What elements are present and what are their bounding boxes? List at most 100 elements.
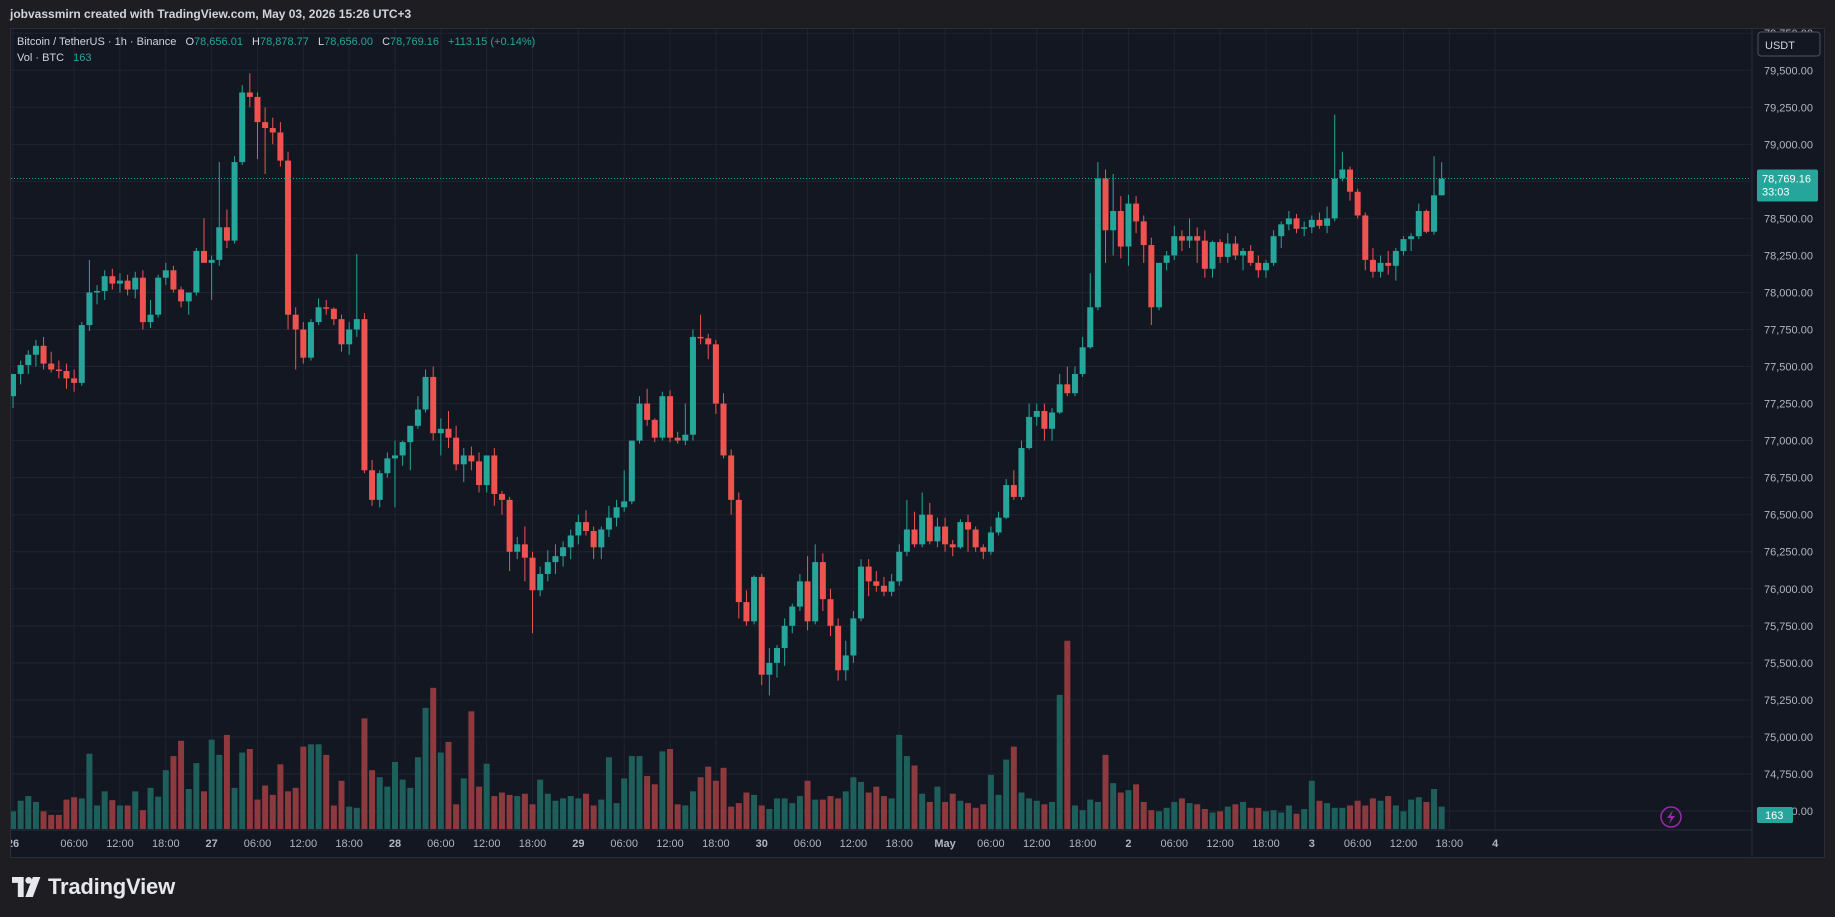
candle-body [330, 308, 337, 320]
volume-bar [560, 798, 567, 829]
candle-body [735, 499, 742, 603]
volume-bar [94, 805, 101, 829]
lightning-icon[interactable] [1660, 806, 1682, 828]
candle-body [720, 403, 727, 456]
volume-bar [78, 798, 85, 829]
price-tick-label: 77,500.00 [1764, 362, 1813, 374]
volume-bar [1125, 790, 1132, 829]
time-tick-label: 18:00 [1436, 838, 1464, 850]
volume-bar [399, 779, 406, 829]
volume-bar [262, 785, 269, 829]
volume-bar [246, 749, 253, 829]
candle-body [965, 522, 971, 530]
volume-bar [498, 792, 505, 829]
candle-body [1293, 218, 1300, 229]
time-tick-label: 06:00 [427, 838, 455, 850]
branding-bar: TradingView [0, 858, 1835, 917]
volume-bar [1232, 804, 1239, 829]
time-tick-label: 06:00 [1161, 838, 1189, 850]
candle-body [1278, 224, 1285, 237]
candle-body [987, 532, 994, 552]
volume-bar [972, 807, 979, 829]
time-tick-label: 06:00 [977, 838, 1005, 850]
volume-bar [552, 800, 559, 829]
currency-label: USDT [1765, 40, 1795, 52]
chart-frame[interactable]: 74,500.0074,750.0075,000.0075,250.0075,5… [7, 28, 1825, 858]
candle-body [1392, 251, 1399, 266]
candle-body [25, 354, 32, 366]
candle-body [1331, 178, 1338, 219]
volume-bar [1270, 810, 1277, 829]
volume-bar [644, 776, 651, 829]
time-tick-label: 27 [206, 838, 218, 850]
volume-bar [185, 789, 192, 829]
lightning-bolt-icon [1667, 810, 1675, 824]
candle-body [789, 606, 796, 626]
candle-body [1339, 169, 1346, 179]
volume-bar [919, 793, 926, 829]
candle-body [858, 566, 865, 619]
volume-bar [1301, 809, 1308, 829]
volume-bar [109, 800, 116, 829]
volume-bar [1385, 796, 1392, 829]
candle-body [491, 455, 498, 494]
price-tick-label: 75,250.00 [1764, 695, 1813, 707]
volume-bar [384, 786, 391, 829]
candle-body [766, 662, 773, 675]
price-axis[interactable]: 74,500.0074,750.0075,000.0075,250.0075,5… [1751, 28, 1813, 857]
volume-bar [1247, 807, 1254, 829]
candle-body [269, 128, 276, 133]
candle-body [1186, 236, 1193, 241]
candle-body [1354, 191, 1361, 216]
candle-body [277, 132, 284, 161]
volume-bar [1194, 804, 1201, 829]
volume-bar [48, 814, 55, 829]
candle-body [1415, 211, 1422, 237]
volume-bar [812, 799, 819, 829]
volume-bar [1339, 807, 1346, 829]
volume-bar [1140, 801, 1147, 829]
volume-bar [376, 777, 383, 829]
candle-body [521, 544, 528, 558]
tradingview-wordmark: TradingView [48, 874, 175, 899]
volume-bar [957, 800, 964, 829]
candle-body [407, 425, 414, 443]
volume-bar [216, 754, 223, 829]
candle-body [1224, 243, 1231, 257]
candle-body [1125, 203, 1132, 247]
candle-body [1201, 240, 1208, 269]
candle-body [544, 562, 551, 574]
candle-body [583, 522, 589, 531]
candle-body [292, 314, 299, 330]
candle-body [774, 648, 780, 663]
candle-body [1369, 259, 1376, 272]
volume-bar [705, 766, 712, 829]
candle-body [86, 292, 93, 326]
volume-bar [1278, 812, 1285, 829]
legend-low-label: L [318, 36, 324, 48]
volume-bar [1041, 804, 1048, 829]
candle-body [1308, 219, 1315, 228]
candlestick-chart[interactable]: 74,500.0074,750.0075,000.0075,250.0075,5… [7, 28, 1824, 857]
volume-bar [674, 804, 681, 829]
candle-body [682, 434, 689, 441]
tradingview-logo[interactable]: TradingView [12, 874, 175, 900]
price-tick-label: 78,000.00 [1764, 287, 1813, 299]
candle-body [1026, 416, 1033, 449]
volume-bar [414, 757, 421, 829]
time-axis[interactable]: 26 06:00 12:00 18:00 27 06:00 12:00 18:00 28 06:0… [7, 829, 1752, 850]
candle-body [1003, 485, 1010, 518]
volume-bar [903, 756, 910, 829]
volume-bar [124, 805, 131, 829]
volume-bar [1209, 812, 1216, 829]
volume-bar [1087, 799, 1094, 829]
currency-button[interactable] [1757, 31, 1821, 57]
candle-body [865, 566, 872, 582]
volume-bar [934, 786, 941, 829]
volume-bar [422, 707, 429, 829]
volume-bar [942, 801, 949, 829]
candle-body [1194, 236, 1201, 241]
candle-body [1255, 262, 1262, 271]
price-tick-label: 79,000.00 [1764, 139, 1813, 151]
candle-body [605, 517, 612, 530]
